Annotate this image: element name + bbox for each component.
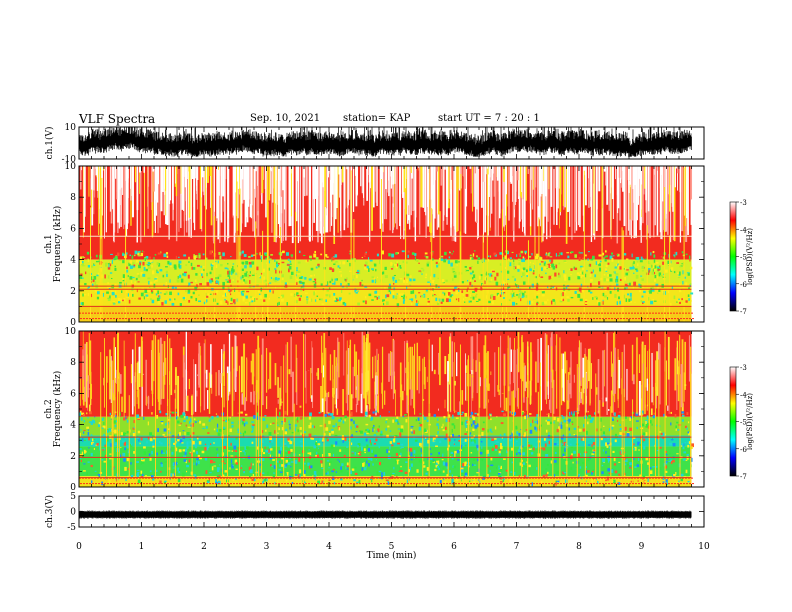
spectrogram-ch2 — [79, 331, 695, 487]
ch3-waveform-noise — [78, 510, 692, 519]
y-tick-label: 2 — [70, 287, 76, 297]
y-axis-label: ch.1 — [44, 234, 54, 253]
y-tick-label: 2 — [70, 452, 76, 462]
colorbar-tick-label: -7 — [740, 308, 747, 316]
y-axis-label: Frequency (kHz) — [52, 371, 63, 448]
y-axis-label: Frequency (kHz) — [52, 206, 63, 283]
y-axis-label: ch.1(V) — [44, 127, 55, 160]
panel-frame — [78, 495, 705, 528]
colorbar-tick-label: -6 — [740, 281, 747, 289]
ch3-waveform — [79, 511, 692, 518]
colorbar-tick-label: -3 — [740, 199, 747, 207]
x-axis-label: Time (min) — [367, 550, 417, 561]
y-tick-label: 4 — [70, 256, 76, 266]
y-tick-label: 0 — [70, 483, 76, 493]
x-tick-label: 10 — [698, 542, 710, 552]
x-tick-label: 1 — [139, 542, 145, 552]
colorbar — [729, 366, 737, 477]
x-tick-label: 7 — [514, 542, 520, 552]
colorbar-tick-label: -5 — [740, 254, 747, 262]
y-tick-label: 10 — [65, 162, 77, 172]
y-tick-label: 10 — [65, 327, 77, 337]
colorbar-tick-label: -4 — [740, 226, 747, 234]
y-tick-label: 6 — [70, 389, 76, 399]
y-axis-label: ch.2 — [44, 399, 54, 418]
y-tick-label: 10 — [65, 123, 77, 133]
start-time-label: start UT = 7 : 20 : 1 — [438, 113, 540, 124]
y-tick-label: 0 — [70, 318, 76, 328]
x-tick-label: 4 — [326, 542, 332, 552]
y-axis-label: ch.3(V) — [44, 495, 55, 528]
x-tick-label: 2 — [201, 542, 207, 552]
x-tick-label: 5 — [389, 542, 395, 552]
y-tick-label: 8 — [70, 193, 76, 203]
y-tick-label: -10 — [62, 155, 77, 165]
y-tick-label: 8 — [70, 358, 76, 368]
y-tick-label: -5 — [67, 523, 76, 533]
x-tick-label: 6 — [451, 542, 457, 552]
x-tick-label: 8 — [576, 542, 582, 552]
panel-frame — [78, 126, 705, 160]
x-tick-label: 3 — [264, 542, 270, 552]
panel-frame — [78, 330, 705, 488]
colorbar-tick-label: -4 — [740, 391, 747, 399]
ch1-waveform — [78, 127, 692, 157]
spectrogram-ch1 — [79, 166, 694, 322]
page-title: VLF Spectra — [79, 112, 156, 126]
y-tick-label: 4 — [70, 421, 76, 431]
colorbar-tick-label: -7 — [740, 473, 747, 481]
colorbar-tick-label: -3 — [740, 364, 747, 372]
y-tick-label: 5 — [70, 492, 76, 502]
y-tick-label: 0 — [70, 508, 76, 518]
colorbar-label: log(PSD)(V²/Hz) — [746, 393, 754, 450]
x-tick-label: 9 — [639, 542, 645, 552]
x-tick-label: 0 — [76, 542, 82, 552]
date-label: Sep. 10, 2021 — [250, 113, 321, 124]
station-label: station= KAP — [343, 113, 411, 124]
y-tick-label: 6 — [70, 224, 76, 234]
colorbar-tick-label: -6 — [740, 446, 747, 454]
colorbar — [729, 201, 737, 312]
colorbar-label: log(PSD)(V²/Hz) — [746, 228, 754, 285]
colorbar-tick-label: -5 — [740, 419, 747, 427]
panel-frame — [78, 165, 705, 323]
